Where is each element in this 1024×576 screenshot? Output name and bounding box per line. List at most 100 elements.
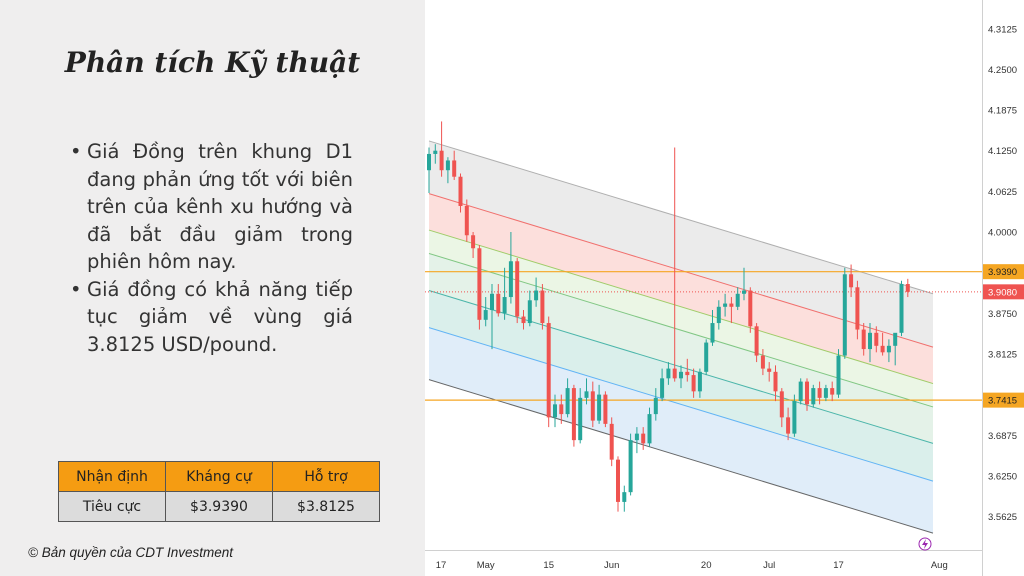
candle <box>697 368 702 398</box>
candles <box>427 121 910 512</box>
price-label: 3.7415 <box>988 396 1017 407</box>
candle-body <box>584 391 589 398</box>
price-tick-label: 3.8750 <box>988 309 1017 320</box>
candle-body <box>527 300 532 324</box>
candle <box>647 407 652 447</box>
candle <box>439 121 444 177</box>
time-tick-label: Jun <box>604 560 619 571</box>
header-outlook: Nhận định <box>58 461 166 492</box>
candle <box>471 232 476 259</box>
candle-body <box>433 150 438 154</box>
candle-body <box>880 345 885 353</box>
candle <box>622 485 627 512</box>
candle-body <box>559 404 564 415</box>
time-tick-label: Jul <box>763 560 775 571</box>
candle <box>490 284 494 350</box>
candle-body <box>471 235 476 249</box>
candle <box>584 378 589 405</box>
candle-body <box>723 303 728 307</box>
time-tick-label: 20 <box>701 560 712 571</box>
candle <box>899 280 904 337</box>
cell-outlook: Tiêu cực <box>58 491 166 522</box>
candle-body <box>571 388 576 441</box>
bullet-item: Giá Đồng trên khung D1 đang phản ứng tốt… <box>70 138 353 276</box>
candle-body <box>874 332 879 346</box>
candle <box>521 310 526 330</box>
candle-body <box>855 287 860 330</box>
channel-band <box>429 230 933 407</box>
candle-body <box>427 153 431 171</box>
candle-body <box>609 423 614 460</box>
candle-body <box>540 290 545 324</box>
time-tick-label: Aug <box>931 560 948 571</box>
candle <box>716 300 721 330</box>
candle-body <box>445 160 450 171</box>
candle-body <box>515 261 520 317</box>
channel-line <box>428 140 934 295</box>
candle <box>660 368 665 402</box>
copyright-note: © Bản quyền của CDT Investment <box>28 545 234 560</box>
candle <box>571 384 576 447</box>
bullet-item: Giá đồng có khả năng tiếp tục giảm về vù… <box>70 276 353 359</box>
candle-body <box>691 375 696 392</box>
candle <box>445 157 450 184</box>
candle <box>735 287 740 311</box>
candle <box>483 297 488 327</box>
candle <box>842 267 847 359</box>
candle-body <box>490 293 494 311</box>
candle-body <box>849 274 854 288</box>
candle-body <box>704 342 709 372</box>
candle <box>540 284 545 330</box>
candle-body <box>452 160 457 177</box>
candle-body <box>679 371 683 379</box>
price-label: 3.9080 <box>988 287 1017 298</box>
price-tick-label: 4.3125 <box>988 24 1017 35</box>
candle <box>590 381 595 428</box>
time-tick-label: May <box>477 560 495 571</box>
candle-body <box>767 368 772 372</box>
candle <box>508 232 513 304</box>
candle-body <box>597 394 602 421</box>
candle <box>616 456 620 512</box>
candle <box>779 388 784 428</box>
channel-line <box>428 229 934 385</box>
candle-body <box>742 290 746 294</box>
time-tick-label: 15 <box>543 560 554 571</box>
price-tick-label: 4.0625 <box>988 187 1017 198</box>
candle-body <box>786 417 791 434</box>
left-panel: Phân tích Kỹ thuật Giá Đồng trên khung D… <box>0 0 425 576</box>
candle-body <box>647 414 652 444</box>
candle <box>760 349 765 376</box>
candle <box>811 384 816 408</box>
price-tick-label: 4.2500 <box>988 65 1017 76</box>
candle-body <box>546 323 551 418</box>
candle <box>565 378 570 418</box>
candle-body <box>861 329 866 350</box>
candle-body <box>823 388 828 398</box>
channel-line <box>428 193 934 348</box>
candle-body <box>710 323 715 343</box>
candle <box>679 365 683 389</box>
candle-body <box>729 303 734 307</box>
channel-line <box>428 379 934 534</box>
candle-body <box>899 284 904 333</box>
channel-band <box>429 193 933 384</box>
candle <box>723 293 728 317</box>
candle <box>553 394 557 428</box>
candle-body <box>830 388 835 395</box>
time-axis-bg <box>425 550 982 576</box>
candle <box>534 277 539 307</box>
candle-body <box>477 248 482 320</box>
price-tick-label: 4.1875 <box>988 106 1017 117</box>
candle-body <box>666 368 671 379</box>
candle-body <box>886 345 891 353</box>
candle <box>855 280 860 340</box>
candle <box>874 326 879 353</box>
candle <box>786 407 791 441</box>
candle-body <box>578 397 583 441</box>
price-axis: 4.3125 4.2500 4.1875 4.1250 4.0625 4.0000 3.87… <box>982 0 1024 576</box>
candle <box>653 388 658 421</box>
channel-line <box>428 327 934 482</box>
candle <box>458 173 463 213</box>
candle-body <box>760 355 765 369</box>
